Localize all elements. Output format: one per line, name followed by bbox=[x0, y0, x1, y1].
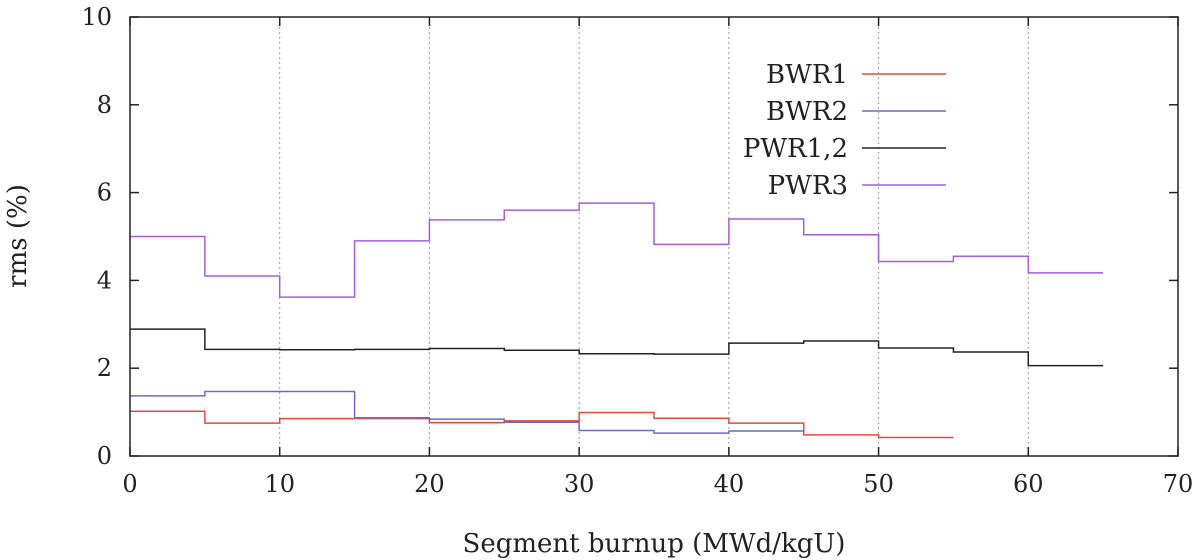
y-tick-label: 2 bbox=[97, 354, 112, 382]
x-tick-label: 0 bbox=[122, 470, 137, 498]
series-line-bwr2 bbox=[130, 390, 804, 434]
legend: BWR1 BWR2 PWR1,2 PWR3 bbox=[743, 60, 946, 201]
x-axis-label: Segment burnup (MWd/kgU) bbox=[463, 529, 846, 559]
axis-ticks: 0 10 20 30 40 50 60 70 0 2 4 6 8 10 bbox=[81, 3, 1193, 498]
legend-label: PWR1,2 bbox=[743, 134, 848, 164]
y-axis-label: rms (%) bbox=[3, 184, 33, 288]
legend-label: PWR3 bbox=[768, 171, 848, 201]
y-tick-label: 6 bbox=[97, 179, 112, 207]
x-tick-label: 30 bbox=[564, 470, 595, 498]
legend-label: BWR1 bbox=[766, 60, 848, 90]
series-line-pwr3 bbox=[130, 202, 1104, 298]
series-lines bbox=[130, 202, 1104, 439]
x-tick-label: 60 bbox=[1013, 470, 1044, 498]
grid-lines bbox=[279, 17, 1029, 456]
y-tick-label: 4 bbox=[97, 266, 112, 294]
x-tick-label: 20 bbox=[414, 470, 445, 498]
series-line-bwr1 bbox=[130, 410, 954, 439]
y-tick-label: 8 bbox=[97, 91, 112, 119]
y-tick-label: 10 bbox=[81, 3, 112, 31]
x-tick-label: 40 bbox=[714, 470, 745, 498]
x-tick-label: 50 bbox=[863, 470, 894, 498]
x-tick-label: 70 bbox=[1163, 470, 1194, 498]
y-tick-label: 0 bbox=[97, 442, 112, 470]
series-line-pwr1-2 bbox=[130, 328, 1104, 367]
plot-frame bbox=[129, 16, 1179, 457]
legend-label: BWR2 bbox=[766, 97, 848, 127]
x-tick-label: 10 bbox=[264, 470, 295, 498]
